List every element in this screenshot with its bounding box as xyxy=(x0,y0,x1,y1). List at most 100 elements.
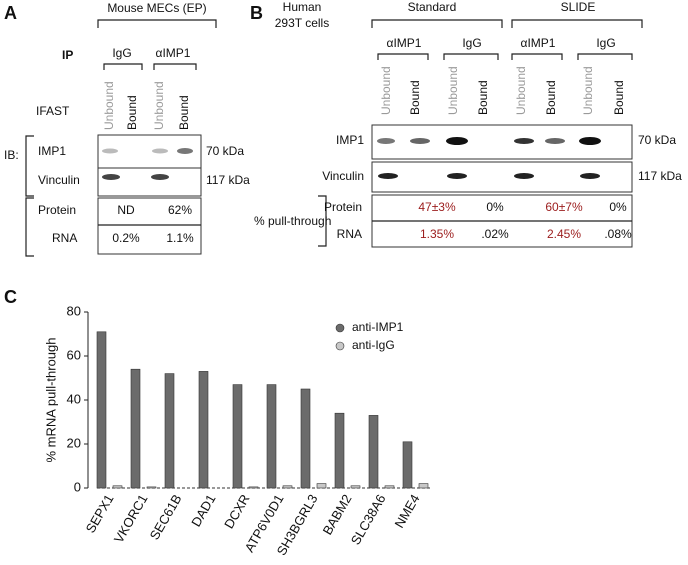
bracket xyxy=(97,19,217,28)
band xyxy=(446,137,468,145)
lane-label: Unbound xyxy=(446,66,460,115)
table-cell: 1.35% xyxy=(420,227,454,241)
legend-label: anti-IMP1 xyxy=(352,320,404,334)
panel-label: C xyxy=(4,287,17,307)
header: Mouse MECs (EP) xyxy=(107,1,206,15)
bar xyxy=(418,483,429,489)
row-label: Protein xyxy=(38,203,76,217)
panel-label: B xyxy=(250,3,263,23)
group: αIMP1 xyxy=(387,36,422,50)
bar xyxy=(266,384,277,489)
bracket xyxy=(318,195,327,247)
band xyxy=(152,148,168,154)
table-title: % pull-through xyxy=(254,214,331,228)
group: IgG xyxy=(596,36,615,50)
bar xyxy=(300,388,311,489)
bar xyxy=(232,384,243,489)
y-axis-label: % mRNA pull-through xyxy=(43,338,58,463)
x-tick-label: DCXR xyxy=(221,492,252,531)
group: αIMP1 xyxy=(156,46,191,60)
bracket xyxy=(103,63,197,70)
table-cell: ND xyxy=(117,203,135,217)
method: SLIDE xyxy=(561,0,596,14)
x-tick-label: SEC61B xyxy=(147,492,185,543)
y-tick-label: 20 xyxy=(67,435,81,450)
row-label: RNA xyxy=(337,227,362,241)
table-cell: 62% xyxy=(168,203,192,217)
bar xyxy=(130,368,141,489)
band xyxy=(410,138,430,144)
x-tick-label: SEPX1 xyxy=(83,492,117,536)
blot-name: IMP1 xyxy=(38,144,66,158)
ip-label: IP xyxy=(62,48,73,62)
blot-size: 70 kDa xyxy=(206,144,244,158)
lane-label: Unbound xyxy=(379,66,393,115)
panel-a: A Mouse MECs (EP) IP IgG αIMP1 IFAST IB: xyxy=(4,1,217,257)
cells: 293T cells xyxy=(275,16,329,30)
bar xyxy=(402,441,413,489)
table-cell: 0.2% xyxy=(112,231,140,245)
bar xyxy=(384,485,395,489)
table xyxy=(97,197,202,255)
band xyxy=(102,174,120,180)
table-cell: 47±3% xyxy=(418,200,456,214)
legend-marker xyxy=(335,341,345,351)
lane-label: Bound xyxy=(544,80,558,115)
lane-label: Unbound xyxy=(102,81,116,130)
lane-label: Bound xyxy=(125,95,139,130)
method: IFAST xyxy=(36,104,70,118)
lane-label: Bound xyxy=(612,80,626,115)
y-tick-label: 80 xyxy=(67,303,81,318)
method: Standard xyxy=(408,0,457,14)
bracket xyxy=(25,197,34,257)
band xyxy=(378,173,398,179)
blot-name: Vinculin xyxy=(322,169,364,183)
x-tick-label: DAD1 xyxy=(188,492,218,530)
lane-label: Bound xyxy=(476,80,490,115)
band xyxy=(514,173,534,179)
table-cell: 2.45% xyxy=(547,227,581,241)
bar xyxy=(282,485,293,489)
table-cell: 60±7% xyxy=(545,200,583,214)
blot-size: 117 kDa xyxy=(638,169,682,183)
lane-label: Bound xyxy=(408,80,422,115)
bar xyxy=(146,486,157,489)
table-cell: .02% xyxy=(481,227,509,241)
ib-label: IB: xyxy=(4,148,19,162)
band xyxy=(545,138,565,144)
row-label: RNA xyxy=(52,231,77,245)
bracket xyxy=(25,135,34,197)
group: αIMP1 xyxy=(521,36,556,50)
band xyxy=(151,174,169,180)
lane-label: Unbound xyxy=(581,66,595,115)
panel-b: B Human 293T cells Standard SLIDE xyxy=(250,0,643,248)
bar xyxy=(248,486,259,489)
blot-size: 117 kDa xyxy=(206,173,250,187)
table-cell: .08% xyxy=(604,227,632,241)
table-cell: 1.1% xyxy=(166,231,194,245)
band xyxy=(580,173,600,179)
bar xyxy=(96,331,107,489)
band xyxy=(177,148,193,154)
group: IgG xyxy=(462,36,481,50)
cells: Human xyxy=(283,0,322,14)
lane-label: Unbound xyxy=(514,66,528,115)
y-tick-label: 40 xyxy=(67,391,81,406)
lane-label: Bound xyxy=(177,95,191,130)
row-label: Protein xyxy=(324,200,362,214)
bracket xyxy=(377,53,633,60)
blot-name: IMP1 xyxy=(336,133,364,147)
band xyxy=(447,173,467,179)
y-tick-label: 0 xyxy=(74,479,81,494)
bar xyxy=(350,485,361,489)
bar xyxy=(198,371,209,489)
table-cell: 0% xyxy=(609,200,627,214)
bar xyxy=(334,412,345,489)
panel-label: A xyxy=(4,3,17,23)
band xyxy=(377,138,395,144)
bar xyxy=(368,415,379,489)
bar xyxy=(164,373,175,489)
x-tick-label: NME4 xyxy=(392,492,423,531)
lane-label: Unbound xyxy=(152,81,166,130)
